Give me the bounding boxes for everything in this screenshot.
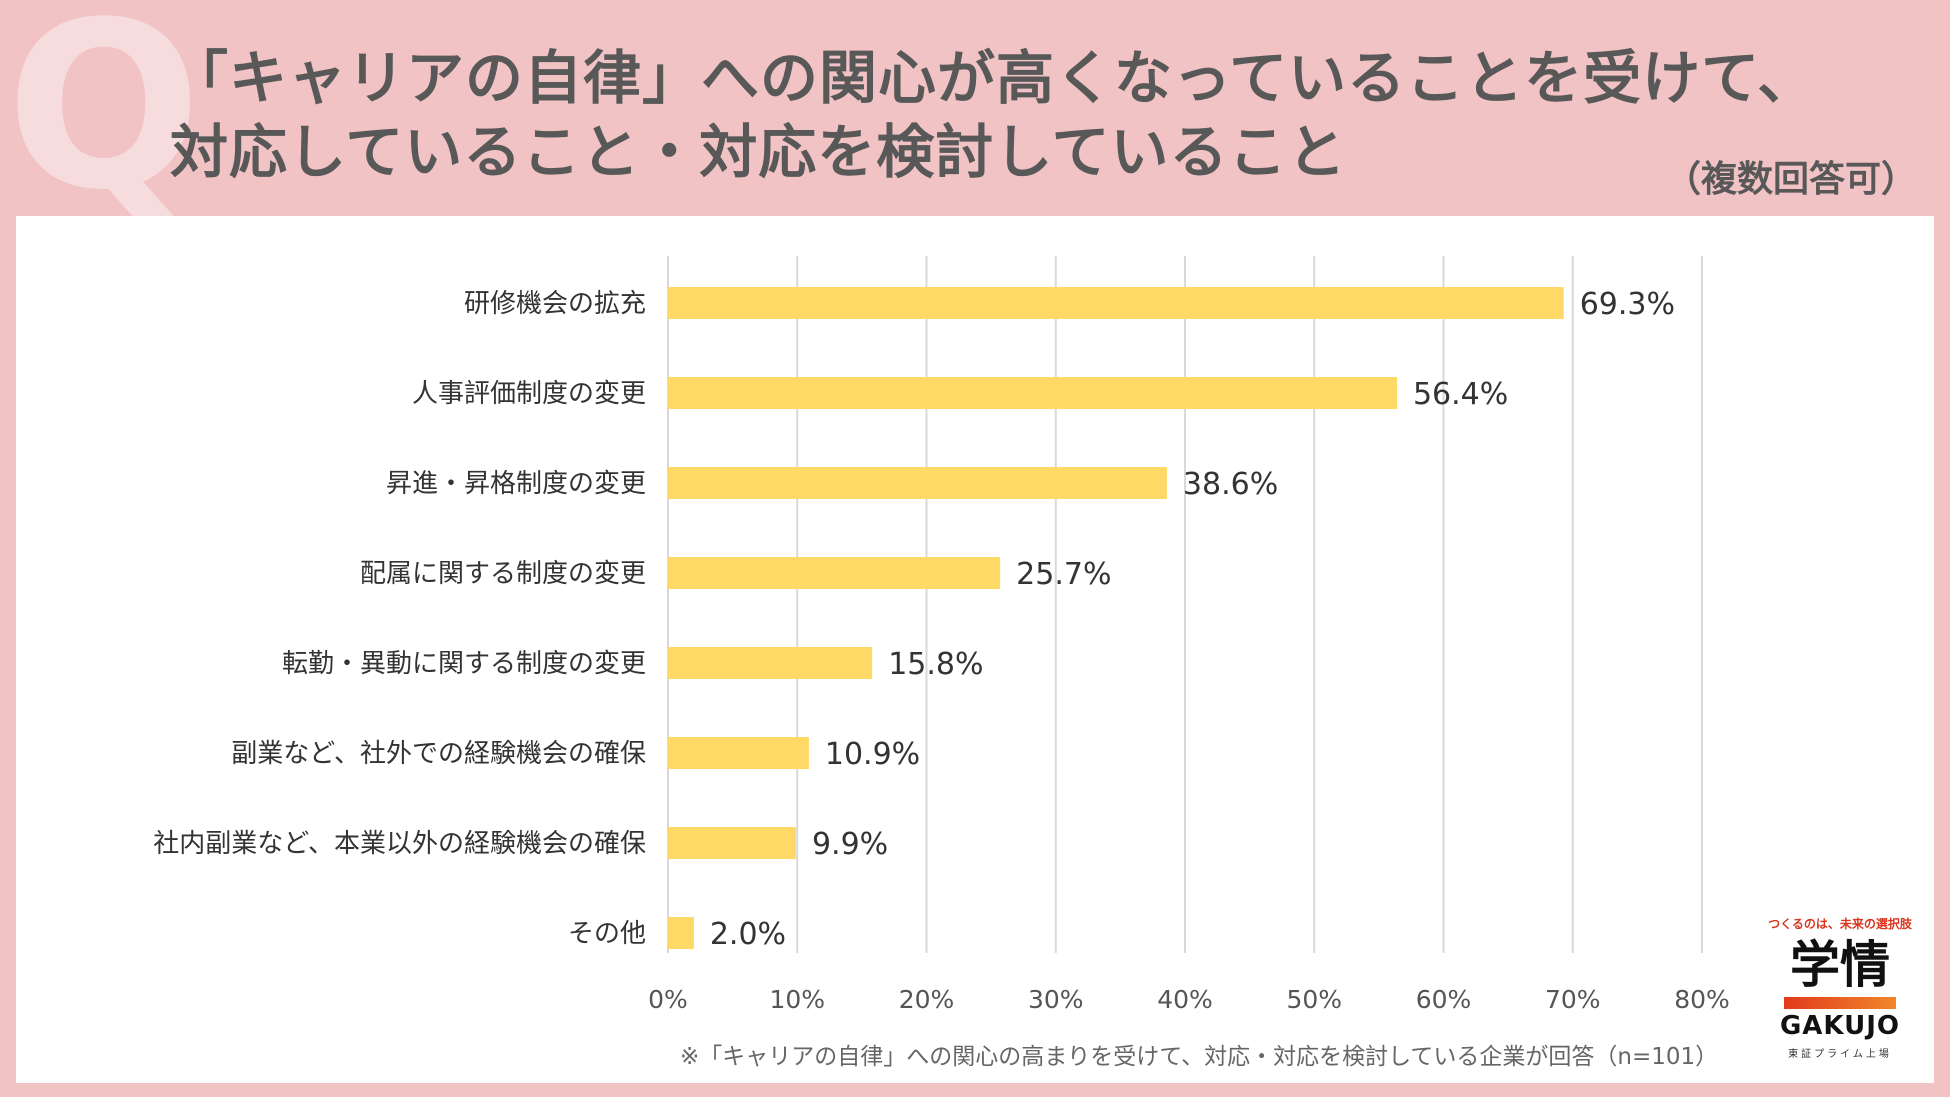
x-tick-label: 80% [1674,985,1730,1014]
bar-chart: 0% 10% 20% 30% 40% 50% 60% 70% 80% 研修機会の拡充 69.3% 人事… [153,256,1730,1014]
value-label: 2.0% [710,917,786,952]
chart-panel: 0% 10% 20% 30% 40% 50% 60% 70% 80% 研修機会の拡充 69.3% 人事… [16,216,1934,1083]
logo-tagline: つくるのは、未来の選択肢 [1768,917,1912,931]
value-label: 9.9% [812,827,888,862]
category-label: 副業など、社外での経験機会の確保 [231,739,646,769]
bar [668,377,1397,409]
title-line-1: 「キャリアの自律」への関心が高くなっていることを受けて、 [170,44,1817,112]
gakujo-logo: つくるのは、未来の選択肢 学情 GAKUJO 東証プライム上場 [1760,915,1920,1065]
value-label: 38.6% [1183,467,1278,502]
logo-name-en: GAKUJO [1779,1011,1901,1041]
category-label: 研修機会の拡充 [464,289,646,319]
category-label: 昇進・昇格制度の変更 [386,469,646,499]
x-tick-label: 30% [1028,985,1084,1014]
category-label: 転勤・異動に関する制度の変更 [282,649,646,679]
bar [668,737,809,769]
bar [668,557,1001,589]
logo-bar [1784,997,1896,1009]
multi-answer-note: （複数回答可） [1665,159,1918,200]
bar [668,917,694,949]
category-label: その他 [568,919,646,949]
x-tick-label: 60% [1416,985,1472,1014]
category-label: 配属に関する制度の変更 [360,559,646,589]
value-label: 10.9% [825,737,920,772]
logo-sub: 東証プライム上場 [1788,1049,1892,1060]
x-tick-label: 50% [1286,985,1342,1014]
bar [668,287,1564,319]
category-label: 人事評価制度の変更 [412,379,646,409]
category-label: 社内副業など、本業以外の経験機会の確保 [153,829,646,859]
value-label: 25.7% [1016,557,1111,592]
logo-name-ja: 学情 [1790,936,1890,994]
x-tick-label: 20% [899,985,955,1014]
x-tick-label: 40% [1157,985,1213,1014]
x-tick-label: 0% [648,985,688,1014]
footnote: ※「キャリアの自律」への関心の高まりを受けて、対応・対応を検討している企業が回答… [680,1044,1719,1070]
value-label: 69.3% [1580,287,1675,322]
bar [668,467,1167,499]
bar [668,647,873,679]
q-mark: Q [6,0,202,241]
value-label: 15.8% [888,647,983,682]
bar [668,827,796,859]
x-tick-label: 10% [769,985,825,1014]
title-line-2: 対応していること・対応を検討していること [170,118,1347,186]
value-label: 56.4% [1413,377,1508,412]
x-tick-label: 70% [1545,985,1601,1014]
